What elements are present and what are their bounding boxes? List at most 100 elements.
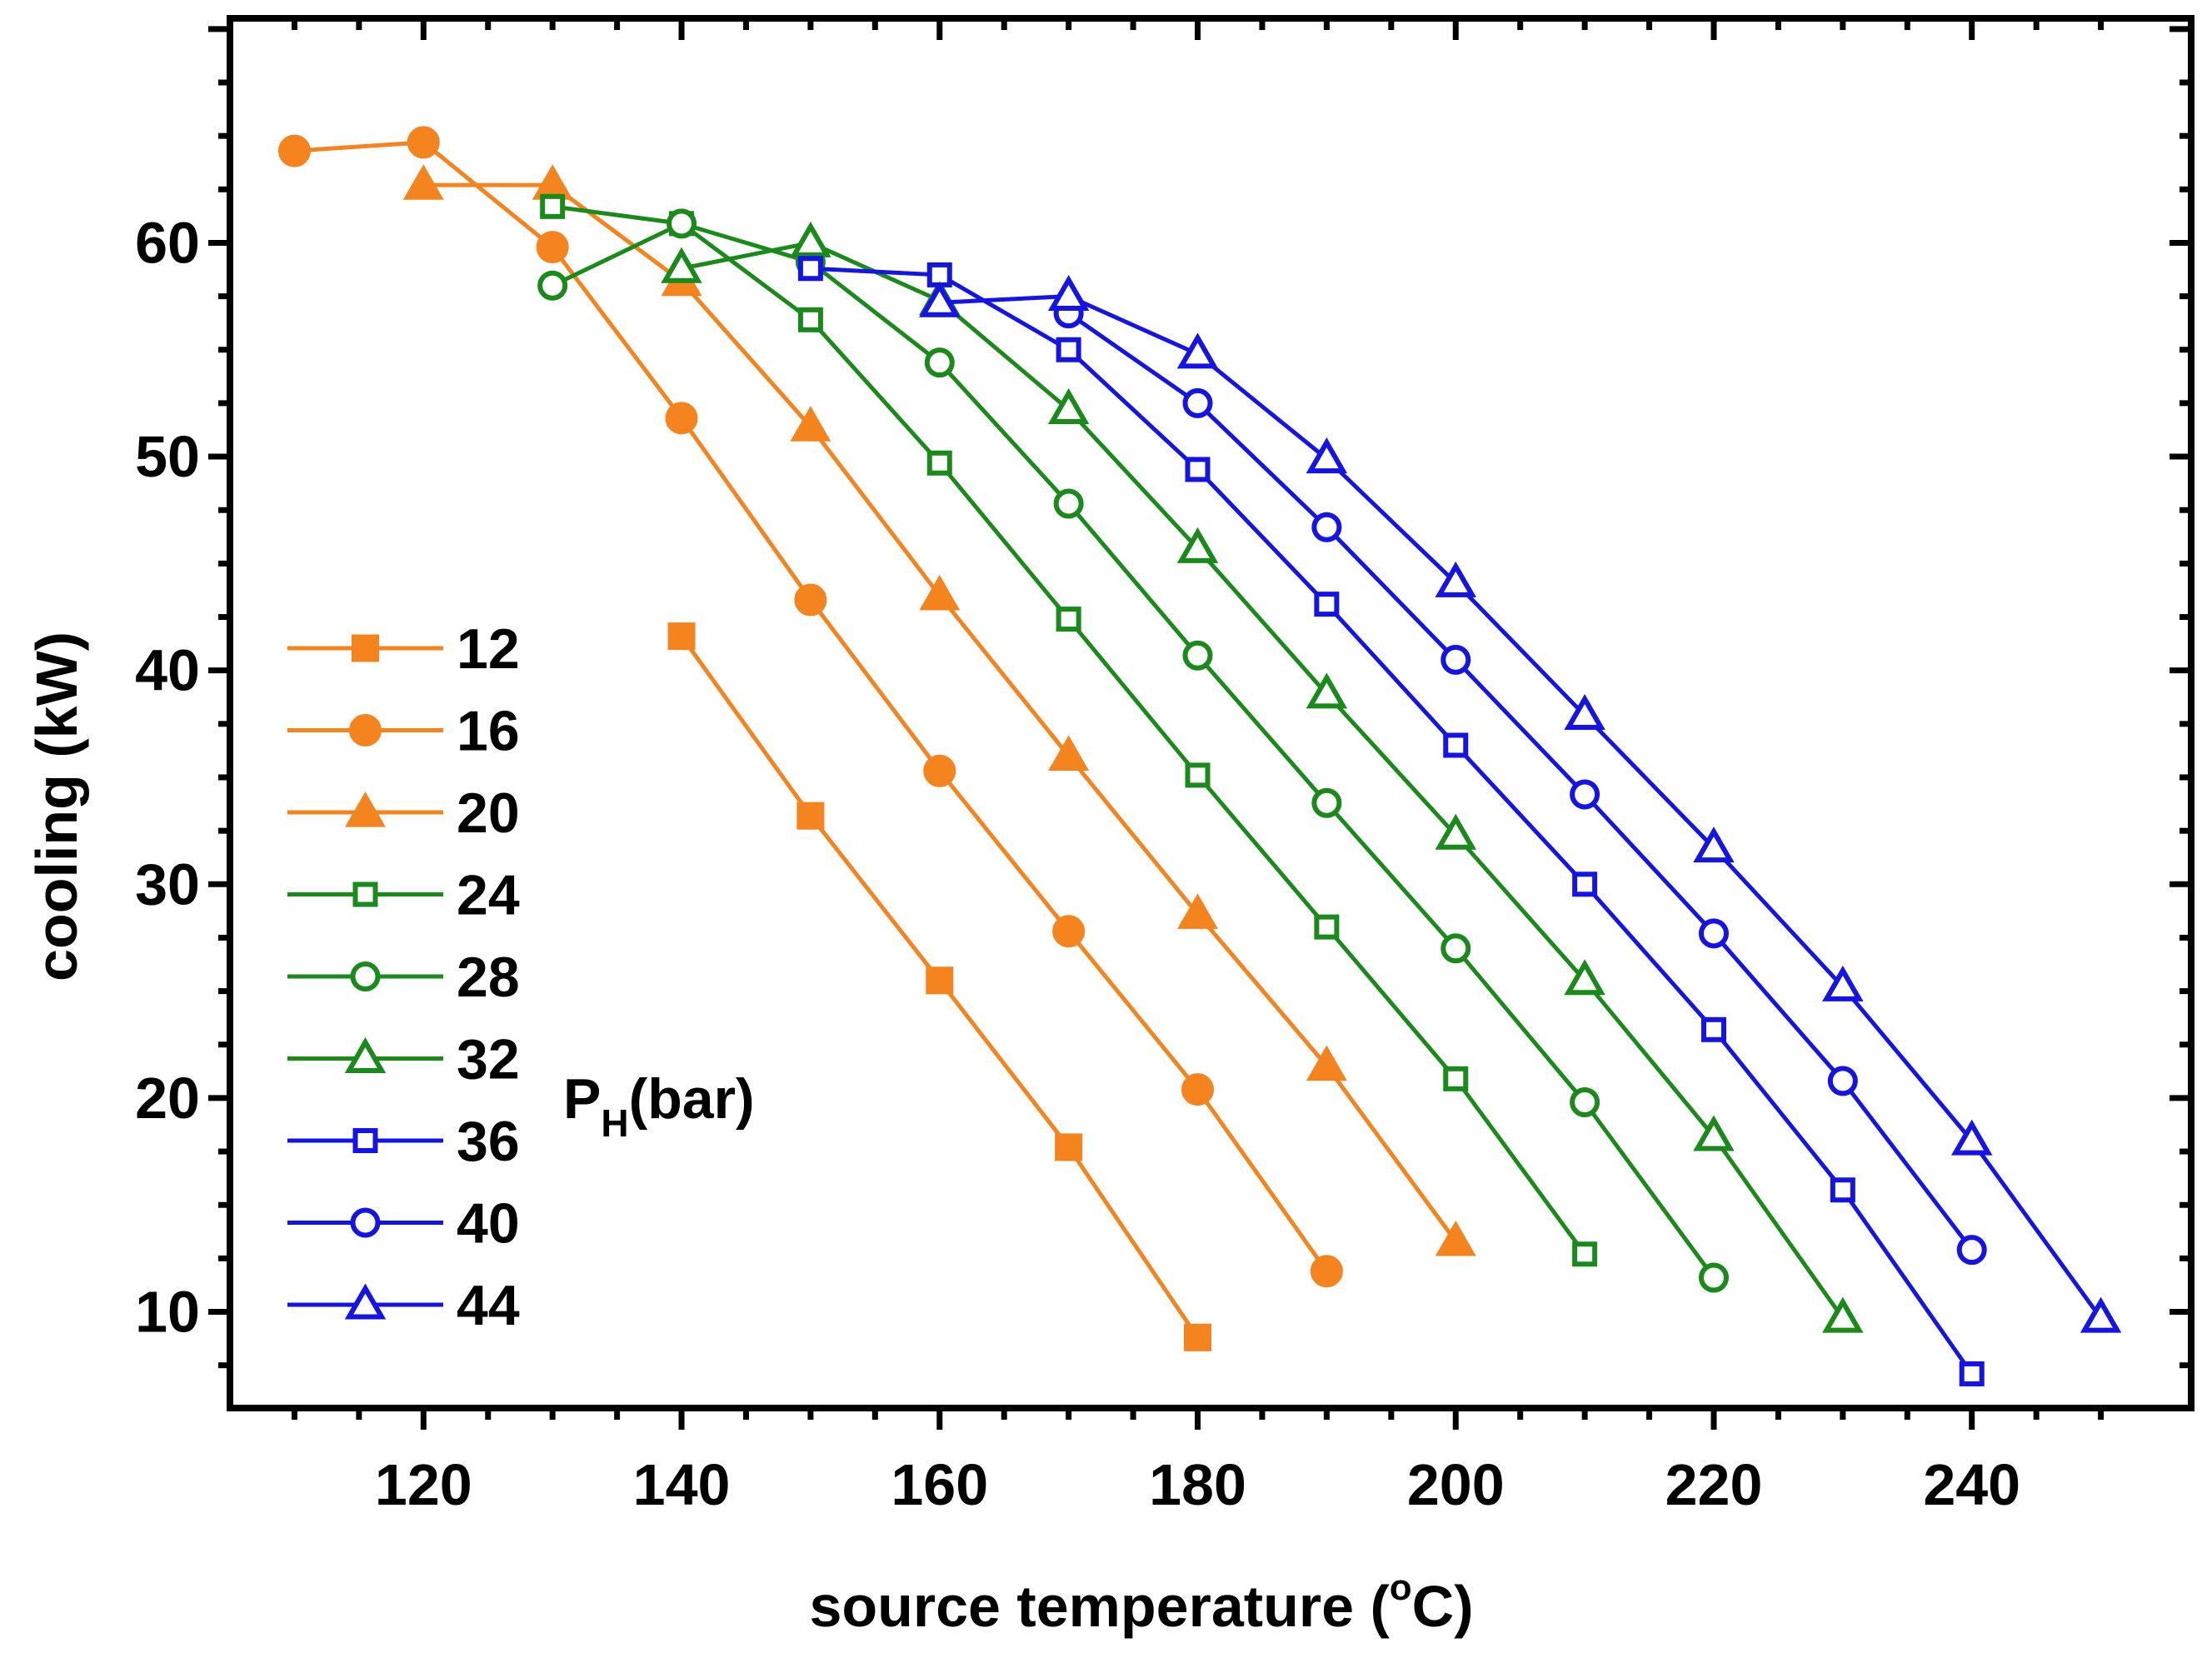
data-point-32 (1306, 672, 1348, 709)
x-tick-label: 120 (375, 1452, 472, 1517)
data-point-28 (667, 208, 697, 239)
series-44 (919, 275, 2122, 1333)
data-point-32 (661, 247, 702, 283)
data-point-24 (1056, 607, 1081, 632)
legend-title-sub: H (601, 1101, 628, 1145)
legend-label: 36 (457, 1110, 520, 1173)
data-point-28 (1698, 1262, 1729, 1293)
data-point-16 (665, 402, 698, 435)
data-point-36 (1443, 732, 1469, 758)
data-point-28 (1182, 640, 1213, 671)
legend-marker (352, 1128, 378, 1153)
data-point-44 (1047, 275, 1090, 312)
data-point-40 (1311, 512, 1342, 542)
data-point-44 (1822, 965, 1864, 1001)
series-12 (667, 622, 1212, 1351)
data-point-20 (919, 575, 961, 611)
data-point-16 (923, 754, 956, 787)
data-point-36 (1572, 871, 1598, 897)
data-point-24 (797, 307, 823, 332)
data-point-36 (797, 256, 823, 282)
legend-item-32: 32 (287, 1028, 520, 1091)
data-point-20 (1306, 1045, 1347, 1081)
x-tick-label: 220 (1665, 1452, 1763, 1517)
legend-item-20: 20 (287, 782, 520, 845)
data-point-36 (1056, 337, 1081, 362)
legend-title: PH(bar) (563, 1067, 755, 1145)
legend-label: 32 (457, 1028, 520, 1091)
x-axis-title-tail: C) (1412, 1574, 1474, 1639)
y-tick-label: 10 (135, 1280, 200, 1345)
series-40 (1053, 298, 1987, 1266)
legend-label: 28 (457, 946, 520, 1009)
y-axis-title: cooling (kW) (24, 632, 89, 981)
x-axis-title-sup: o (1390, 1567, 1412, 1608)
data-point-44 (2080, 1296, 2122, 1333)
data-point-44 (1564, 693, 1605, 731)
x-axis-title-main: source temperature ( (809, 1574, 1390, 1639)
data-point-12 (926, 966, 954, 995)
y-tick-label: 20 (135, 1066, 200, 1131)
legend-title-main: P (563, 1067, 601, 1131)
legend-item-12: 12 (287, 617, 520, 681)
data-point-20 (1177, 893, 1218, 929)
legend-label: 40 (457, 1192, 520, 1256)
legend-marker (352, 881, 378, 907)
series-line-28 (552, 221, 1716, 1279)
series-line-40 (1067, 312, 1974, 1251)
data-point-44 (1306, 437, 1348, 474)
data-point-20 (1048, 735, 1090, 771)
data-point-16 (1310, 1255, 1343, 1288)
y-tick-label: 50 (135, 424, 200, 489)
legend-item-36: 36 (287, 1110, 520, 1173)
data-point-20 (790, 406, 831, 442)
x-tick-label: 140 (633, 1452, 731, 1517)
data-point-16 (407, 126, 440, 159)
data-point-24 (1443, 1066, 1469, 1091)
legend-item-16: 16 (287, 700, 520, 763)
series-36 (797, 256, 1985, 1386)
legend-label: 44 (457, 1274, 520, 1337)
legend-item-40: 40 (287, 1192, 520, 1256)
legend-marker (344, 1283, 387, 1320)
data-point-28 (537, 270, 568, 301)
legend-marker (350, 961, 381, 991)
x-tick-label: 200 (1407, 1452, 1505, 1517)
data-point-24 (540, 193, 566, 219)
series-20 (402, 164, 1476, 1256)
data-point-12 (796, 802, 825, 830)
data-point-40 (1698, 918, 1729, 949)
data-point-20 (402, 164, 444, 200)
legend-marker (349, 714, 382, 747)
legend-title-tail: (bar) (629, 1067, 755, 1131)
data-point-20 (1435, 1220, 1476, 1256)
data-point-16 (536, 231, 569, 264)
series-32 (661, 221, 1864, 1333)
legend-marker (350, 1207, 381, 1238)
data-point-24 (926, 450, 952, 476)
plot-frame (227, 15, 2195, 1411)
data-point-32 (1176, 527, 1219, 563)
data-point-16 (794, 583, 827, 617)
data-point-36 (1830, 1177, 1855, 1203)
x-tick-label: 240 (1923, 1452, 2020, 1517)
series-line-36 (810, 266, 1974, 1376)
data-point-32 (790, 221, 831, 257)
data-point-12 (1184, 1323, 1212, 1351)
data-point-32 (1564, 959, 1605, 996)
data-point-28 (1311, 787, 1342, 818)
legend-item-24: 24 (287, 864, 520, 927)
data-point-24 (1314, 914, 1340, 940)
legend-label: 12 (457, 617, 520, 681)
data-point-12 (1055, 1133, 1083, 1161)
data-point-36 (1700, 1016, 1726, 1042)
x-axis-title: source temperature (oC) (809, 1567, 1473, 1639)
data-point-24 (1572, 1241, 1598, 1267)
data-point-16 (1181, 1073, 1215, 1106)
plot-area (277, 126, 2122, 1386)
legend-label: 16 (457, 700, 520, 763)
legend: 12 16 20 24 28 32 36 40 44 (287, 617, 520, 1337)
data-point-32 (1822, 1296, 1864, 1333)
data-point-44 (919, 281, 961, 317)
